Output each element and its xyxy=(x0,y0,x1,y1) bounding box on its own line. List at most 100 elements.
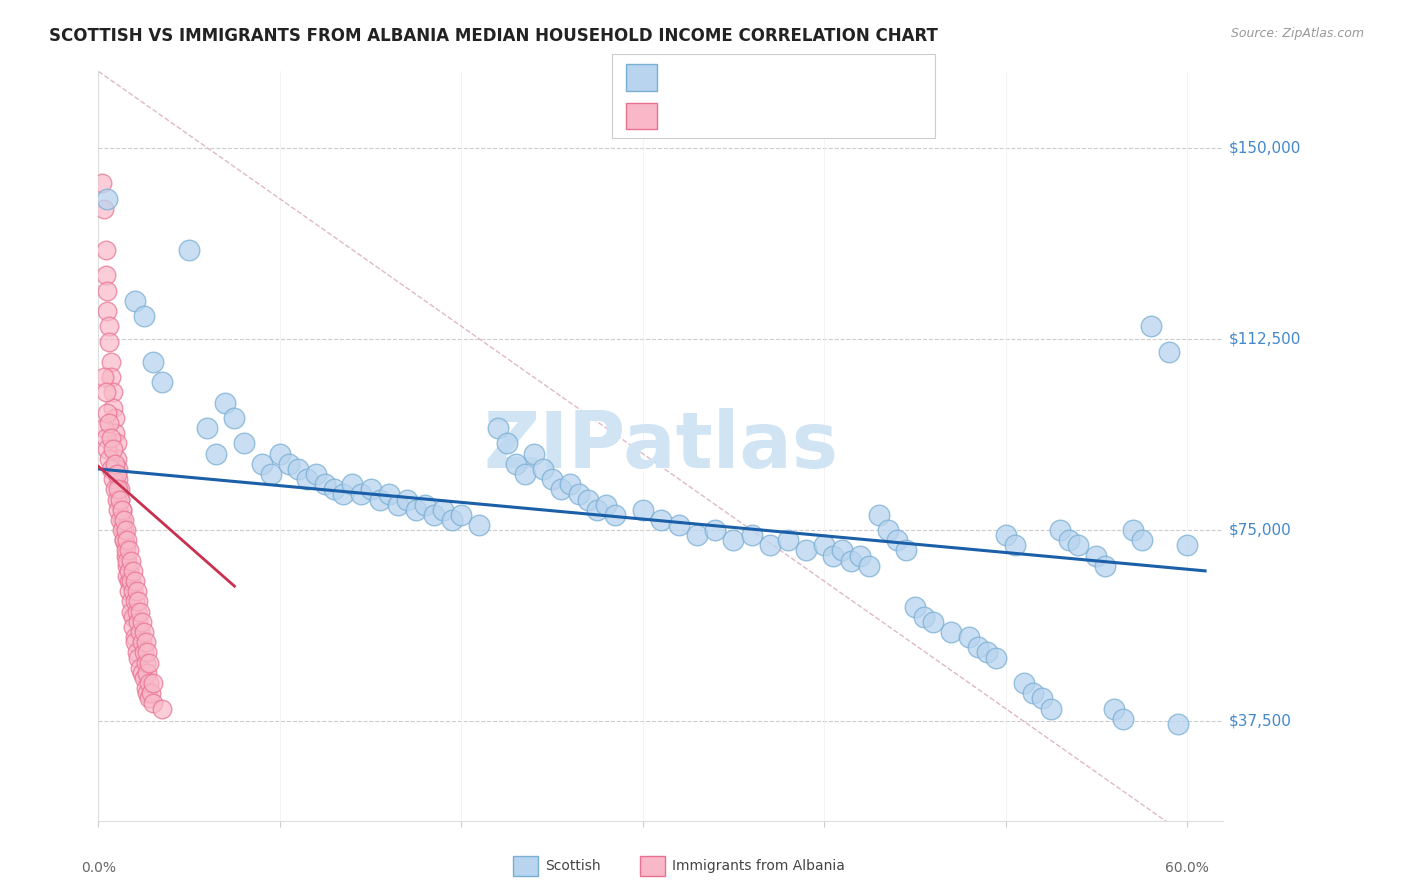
Point xyxy=(277,457,299,471)
Text: Immigrants from Albania: Immigrants from Albania xyxy=(672,859,845,873)
Point xyxy=(112,513,135,527)
Point xyxy=(132,309,155,323)
Point xyxy=(904,599,927,614)
Point xyxy=(100,370,122,384)
Point xyxy=(124,635,146,649)
Point xyxy=(101,401,124,415)
Point xyxy=(104,411,127,425)
Point xyxy=(124,594,146,608)
Point xyxy=(136,645,159,659)
Text: R = −0.250   N = 97: R = −0.250 N = 97 xyxy=(665,109,807,123)
Point xyxy=(967,640,990,655)
Point xyxy=(101,472,124,486)
Point xyxy=(105,451,128,466)
Point xyxy=(104,483,127,497)
Point xyxy=(986,650,1008,665)
Point xyxy=(794,543,817,558)
Point xyxy=(108,492,131,507)
Point xyxy=(125,645,148,659)
Point xyxy=(117,533,139,548)
Point xyxy=(195,421,218,435)
Point xyxy=(976,645,998,659)
Point xyxy=(342,477,364,491)
Point xyxy=(758,538,780,552)
Point xyxy=(96,406,118,420)
Point xyxy=(450,508,472,522)
Point xyxy=(1157,344,1180,359)
Point xyxy=(94,431,117,445)
Point xyxy=(117,554,139,568)
Point xyxy=(413,498,436,512)
Point xyxy=(100,431,122,445)
Point xyxy=(94,268,117,283)
Point xyxy=(125,584,148,599)
Point xyxy=(114,543,136,558)
Point xyxy=(305,467,328,481)
Point xyxy=(269,447,291,461)
Point xyxy=(395,492,418,507)
Point xyxy=(668,518,690,533)
Point xyxy=(1057,533,1080,548)
Point xyxy=(125,605,148,619)
Point xyxy=(117,558,139,573)
Point xyxy=(117,569,139,583)
Point xyxy=(107,472,129,486)
Text: SCOTTISH VS IMMIGRANTS FROM ALBANIA MEDIAN HOUSEHOLD INCOME CORRELATION CHART: SCOTTISH VS IMMIGRANTS FROM ALBANIA MEDI… xyxy=(49,27,938,45)
Point xyxy=(114,549,136,563)
Text: Scottish: Scottish xyxy=(546,859,602,873)
Point xyxy=(96,442,118,456)
Point xyxy=(894,543,917,558)
Point xyxy=(776,533,799,548)
Point xyxy=(505,457,527,471)
Point xyxy=(136,686,159,700)
Point xyxy=(142,697,165,711)
Point xyxy=(387,498,409,512)
Point xyxy=(132,645,155,659)
Point xyxy=(214,395,236,409)
Point xyxy=(127,615,149,629)
Point xyxy=(868,508,890,522)
Point xyxy=(139,686,162,700)
Point xyxy=(105,467,128,481)
Point xyxy=(314,477,336,491)
Point xyxy=(94,243,117,257)
Point xyxy=(741,528,763,542)
Point xyxy=(350,487,373,501)
Point xyxy=(142,676,165,690)
Point xyxy=(839,554,862,568)
Point xyxy=(150,376,173,390)
Point xyxy=(831,543,853,558)
Point xyxy=(858,558,880,573)
Point xyxy=(260,467,283,481)
Point xyxy=(468,518,491,533)
Text: $37,500: $37,500 xyxy=(1229,714,1292,729)
Point xyxy=(704,523,727,537)
Text: R = −0.246   N = 88: R = −0.246 N = 88 xyxy=(665,70,808,85)
Point xyxy=(93,202,115,216)
Point xyxy=(323,483,346,497)
Point xyxy=(118,574,141,588)
Point xyxy=(295,472,318,486)
Point xyxy=(118,584,141,599)
Point xyxy=(129,605,152,619)
Point xyxy=(1067,538,1090,552)
Point xyxy=(586,502,609,516)
Point xyxy=(124,293,146,308)
Point xyxy=(135,656,157,670)
Point xyxy=(105,436,128,450)
Point xyxy=(122,609,145,624)
Point xyxy=(568,487,591,501)
Point xyxy=(1130,533,1153,548)
Point xyxy=(122,584,145,599)
Point xyxy=(138,656,160,670)
Point xyxy=(129,625,152,640)
Point xyxy=(108,483,131,497)
Point xyxy=(332,487,354,501)
Point xyxy=(558,477,581,491)
Point xyxy=(686,528,709,542)
Point xyxy=(377,487,399,501)
Point xyxy=(1167,716,1189,731)
Point xyxy=(179,243,201,257)
Point xyxy=(91,177,114,191)
Point xyxy=(118,543,141,558)
